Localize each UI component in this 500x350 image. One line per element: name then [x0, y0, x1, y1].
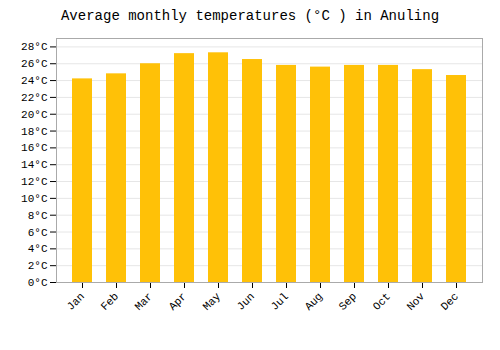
svg-text:26°C: 26°C — [21, 58, 48, 70]
svg-text:2°C: 2°C — [28, 260, 48, 272]
svg-text:Jul: Jul — [269, 290, 291, 312]
svg-text:May: May — [201, 290, 224, 313]
svg-text:Feb: Feb — [99, 290, 121, 312]
svg-text:Dec: Dec — [439, 290, 461, 312]
svg-text:Apr: Apr — [167, 290, 189, 312]
svg-text:Sep: Sep — [337, 290, 359, 312]
svg-text:14°C: 14°C — [21, 159, 48, 171]
svg-text:12°C: 12°C — [21, 176, 48, 188]
html-text:Average monthly temperatures (: Average monthly temperatures (°C ) in An… — [61, 8, 439, 24]
svg-text:22°C: 22°C — [21, 92, 48, 104]
svg-text:Oct: Oct — [371, 290, 393, 312]
svg-text:Aug: Aug — [303, 290, 325, 312]
svg-text:20°C: 20°C — [21, 109, 48, 121]
svg-text:24°C: 24°C — [21, 75, 48, 87]
svg-text:0°C: 0°C — [28, 277, 48, 289]
svg-text:18°C: 18°C — [21, 126, 48, 138]
svg-text:Mar: Mar — [133, 290, 155, 312]
svg-text:Nov: Nov — [405, 290, 428, 313]
svg-text:16°C: 16°C — [21, 142, 48, 154]
svg-text:8°C: 8°C — [28, 210, 48, 222]
svg-text:6°C: 6°C — [28, 227, 48, 239]
svg-text:Jun: Jun — [235, 290, 257, 312]
svg-text:Jan: Jan — [65, 290, 87, 312]
svg-text:4°C: 4°C — [28, 243, 48, 255]
svg-text:28°C: 28°C — [21, 41, 48, 53]
svg-text:10°C: 10°C — [21, 193, 48, 205]
